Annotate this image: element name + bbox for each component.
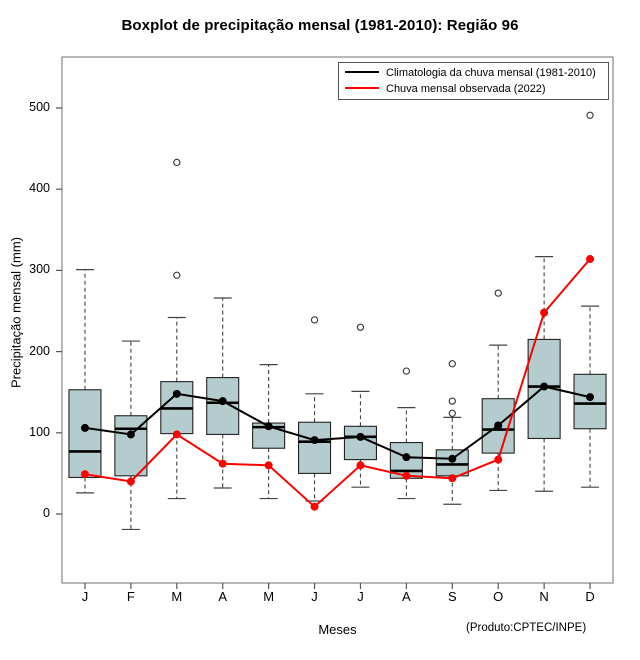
legend-item-observada: Chuva mensal observada (2022) (345, 83, 546, 99)
boxplot-box (68, 268, 102, 494)
series-climatologia (80, 382, 595, 463)
x-tick-label: O (493, 589, 504, 604)
legend-label-climatologia: Climatologia da chuva mensal (1981-2010) (386, 67, 596, 80)
y-tick-label: 400 (29, 181, 50, 196)
x-tick-label: S (447, 589, 457, 604)
y-tick-label: 500 (29, 100, 50, 114)
series-layer (80, 255, 595, 511)
boxplot-box (297, 316, 332, 502)
boxes-layer (68, 111, 607, 531)
x-tick-label: A (218, 589, 228, 604)
boxplot-box (160, 158, 194, 500)
y-tick-label: 200 (29, 343, 50, 358)
boxplot-box (527, 255, 561, 492)
y-tick-label: 300 (29, 262, 50, 277)
boxplot-box (573, 111, 607, 488)
legend-swatch-climatologia (345, 71, 379, 74)
series-observada (80, 255, 595, 511)
x-tick-label: M (263, 589, 275, 604)
producer-annotation: (Produto:CPTEC/INPE) (466, 622, 587, 634)
y-tick-label: 0 (43, 506, 50, 520)
x-tick-label: J (311, 589, 318, 604)
x-tick-label: D (585, 589, 595, 604)
legend-swatch-observada (345, 87, 379, 90)
x-tick-label: M (171, 589, 183, 604)
x-tick-label: J (357, 589, 364, 604)
x-tick-label: A (402, 589, 411, 604)
x-axis-label: Meses (318, 622, 357, 637)
boxplot-box (206, 297, 240, 489)
y-tick-label: 100 (29, 424, 50, 439)
boxplot-box (343, 323, 378, 488)
chart-title: Boxplot de precipitação mensal (1981-201… (121, 17, 519, 34)
boxplot-box (252, 363, 286, 500)
legend-item-climatologia: Climatologia da chuva mensal (1981-2010) (345, 67, 596, 83)
x-tick-label: F (126, 589, 135, 604)
x-tick-label: J (81, 589, 89, 604)
axes-layer (56, 56, 614, 589)
legend-label-observada: Chuva mensal observada (2022) (386, 83, 546, 96)
boxplot-box (435, 360, 469, 505)
x-tick-label: N (539, 589, 549, 604)
legend: Climatologia da chuva mensal (1981-2010)… (338, 62, 609, 100)
